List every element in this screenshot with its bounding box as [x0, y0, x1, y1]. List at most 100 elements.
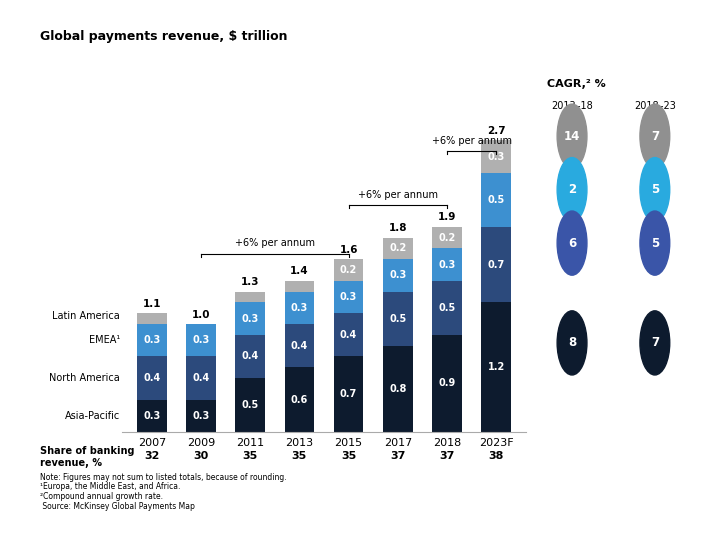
Bar	[432, 335, 462, 432]
Bar	[284, 367, 314, 432]
Bar	[482, 302, 511, 432]
Text: 0.4: 0.4	[192, 373, 210, 383]
Circle shape	[640, 211, 670, 275]
Text: 14: 14	[564, 130, 580, 143]
Text: Source: Source	[7, 516, 46, 525]
Bar	[235, 302, 265, 335]
Bar	[137, 313, 166, 324]
Bar	[383, 259, 413, 292]
Bar	[334, 281, 364, 313]
Bar	[186, 356, 216, 400]
Text: 1.6: 1.6	[339, 245, 358, 255]
Text: 35: 35	[341, 451, 356, 461]
Text: 0.2: 0.2	[438, 233, 456, 242]
Bar	[383, 292, 413, 346]
Text: 35: 35	[243, 451, 258, 461]
Text: 0.3: 0.3	[192, 335, 210, 345]
Text: Share of banking
revenue, %: Share of banking revenue, %	[40, 446, 134, 468]
Bar	[334, 259, 364, 281]
Text: 5: 5	[651, 183, 659, 196]
Bar	[137, 324, 166, 356]
Text: 0.8: 0.8	[389, 384, 407, 394]
Text: 0.5: 0.5	[487, 195, 505, 205]
Text: North America: North America	[49, 373, 120, 383]
Bar	[235, 335, 265, 378]
Bar	[334, 356, 364, 432]
Text: Note: Figures may not sum to listed totals, because of rounding.: Note: Figures may not sum to listed tota…	[40, 472, 287, 482]
Bar	[284, 324, 314, 367]
Bar	[432, 281, 462, 335]
Text: 0.2: 0.2	[389, 244, 406, 253]
Circle shape	[557, 211, 587, 275]
Text: +6% per annum: +6% per annum	[431, 136, 511, 146]
Text: 6: 6	[568, 237, 576, 249]
Bar	[482, 173, 511, 227]
Text: 0.3: 0.3	[242, 314, 259, 323]
Text: 0.5: 0.5	[242, 400, 259, 410]
Text: Global payments revenue, $ trillion: Global payments revenue, $ trillion	[40, 30, 287, 43]
Bar	[186, 324, 216, 356]
Text: CAGR,² %: CAGR,² %	[547, 79, 606, 89]
Bar	[284, 281, 314, 292]
Text: 5: 5	[651, 237, 659, 249]
Text: 7: 7	[651, 336, 659, 349]
Text: 1.2: 1.2	[487, 362, 505, 372]
Bar	[432, 227, 462, 248]
Circle shape	[557, 104, 587, 168]
Circle shape	[557, 158, 587, 222]
Bar	[383, 346, 413, 432]
Text: 1.1: 1.1	[143, 299, 161, 309]
Text: 0.3: 0.3	[487, 152, 505, 161]
Bar	[186, 400, 216, 432]
Text: 0.7: 0.7	[340, 389, 357, 399]
Bar	[137, 400, 166, 432]
Text: ¹Europa, the Middle East, and Africa.: ¹Europa, the Middle East, and Africa.	[40, 482, 180, 491]
Text: 0.4: 0.4	[242, 352, 259, 361]
Text: 35: 35	[292, 451, 307, 461]
Circle shape	[640, 311, 670, 375]
Text: Latin America: Latin America	[52, 312, 120, 321]
Text: 1.9: 1.9	[438, 212, 456, 222]
Text: 0.6: 0.6	[291, 395, 308, 404]
Text: 30: 30	[194, 451, 209, 461]
Text: 2: 2	[568, 183, 576, 196]
Text: 0.3: 0.3	[143, 411, 161, 421]
Bar	[334, 313, 364, 356]
Text: 32: 32	[144, 451, 160, 461]
Text: 0.2: 0.2	[340, 265, 357, 275]
Text: 0.4: 0.4	[340, 330, 357, 340]
Text: 2.7: 2.7	[487, 126, 505, 136]
Text: EMEA¹: EMEA¹	[89, 335, 120, 345]
Text: 2018–23: 2018–23	[634, 100, 676, 111]
Text: 0.3: 0.3	[143, 335, 161, 345]
Text: Asia-Pacific: Asia-Pacific	[65, 411, 120, 421]
Text: 0.3: 0.3	[340, 292, 357, 302]
Text: 0.3: 0.3	[192, 411, 210, 421]
Text: +6% per annum: +6% per annum	[235, 238, 315, 248]
Text: 0.3: 0.3	[389, 271, 406, 280]
Text: 1.0: 1.0	[192, 309, 210, 320]
Text: 0.3: 0.3	[438, 260, 456, 269]
Bar	[235, 292, 265, 302]
Text: 0.5: 0.5	[389, 314, 406, 323]
Text: 37: 37	[390, 451, 405, 461]
Text: 1.4: 1.4	[290, 266, 309, 276]
Bar	[482, 227, 511, 302]
Bar	[137, 356, 166, 400]
Circle shape	[640, 104, 670, 168]
Text: Source: McKinsey Global Payments Map: Source: McKinsey Global Payments Map	[40, 502, 194, 511]
Text: ²Compound annual growth rate.: ²Compound annual growth rate.	[40, 492, 163, 501]
Text: 8: 8	[568, 336, 576, 349]
Text: :  “Tracking the sources of robust payments growth: McKinsey Global Payments Map: : “Tracking the sources of robust paymen…	[49, 515, 666, 526]
Bar	[284, 292, 314, 324]
Text: 0.7: 0.7	[487, 260, 505, 269]
Text: 38: 38	[488, 451, 504, 461]
Circle shape	[557, 311, 587, 375]
Text: 0.3: 0.3	[291, 303, 308, 313]
Text: 0.4: 0.4	[143, 373, 161, 383]
Bar	[482, 140, 511, 173]
Text: 0.9: 0.9	[438, 379, 456, 388]
Bar	[235, 378, 265, 432]
Bar	[383, 238, 413, 259]
Bar	[432, 248, 462, 281]
